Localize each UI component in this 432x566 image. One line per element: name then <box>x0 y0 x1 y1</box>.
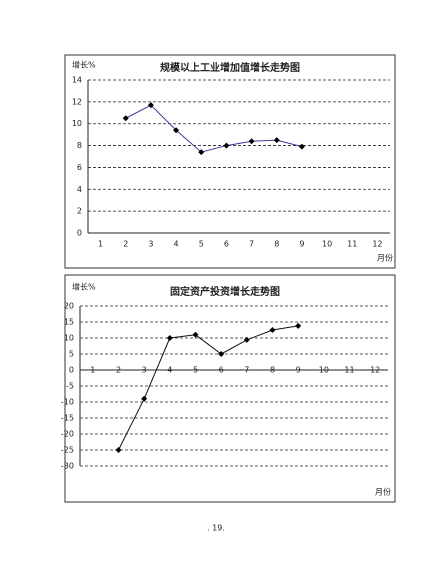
data-point <box>141 395 148 402</box>
data-point <box>166 335 173 341</box>
y-axis-label: 增长% <box>72 282 96 292</box>
y-tick-label: 5 <box>69 350 74 359</box>
y-tick-label: 2 <box>77 207 82 216</box>
x-tick-label: 8 <box>270 366 275 375</box>
data-point <box>198 149 205 156</box>
x-tick-label: 5 <box>193 366 198 375</box>
y-tick-label: 10 <box>64 334 74 343</box>
x-tick-label: 1 <box>98 240 103 249</box>
x-tick-label: 11 <box>347 240 357 249</box>
y-tick-label: -10 <box>61 398 74 407</box>
data-point <box>115 447 122 453</box>
chart-frame <box>64 274 396 503</box>
data-point <box>147 102 154 109</box>
x-tick-label: 5 <box>199 240 204 249</box>
y-tick-label: 8 <box>77 141 82 150</box>
y-tick-label: -15 <box>61 414 74 423</box>
chart-title: 固定资产投资增长走势图 <box>170 285 280 298</box>
y-tick-label: 0 <box>77 229 82 238</box>
data-point <box>218 351 225 357</box>
x-tick-label: 12 <box>370 366 380 375</box>
x-tick-label: 7 <box>249 240 254 249</box>
chart-frame <box>64 54 396 269</box>
y-tick-label: 12 <box>72 97 82 106</box>
data-point <box>243 336 250 343</box>
x-tick-label: 7 <box>244 366 249 375</box>
x-tick-label: 4 <box>174 240 179 249</box>
x-axis-label: 月份 <box>377 253 393 263</box>
y-axis-label: 增长% <box>72 60 96 70</box>
data-point <box>295 322 302 329</box>
y-tick-label: -30 <box>61 462 74 471</box>
data-point <box>192 331 199 338</box>
y-tick-label: 15 <box>64 318 74 327</box>
x-tick-label: 10 <box>322 240 332 249</box>
x-tick-label: 2 <box>116 366 121 375</box>
x-tick-label: 3 <box>148 240 153 249</box>
y-tick-label: 0 <box>69 366 74 375</box>
x-tick-label: 9 <box>296 366 301 375</box>
data-point <box>173 127 180 134</box>
x-tick-label: 10 <box>319 366 329 375</box>
y-tick-label: 10 <box>72 119 82 128</box>
x-tick-label: 2 <box>123 240 128 249</box>
data-point <box>273 137 280 144</box>
x-tick-label: 4 <box>167 366 172 375</box>
y-tick-label: 14 <box>72 76 82 85</box>
x-tick-label: 3 <box>142 366 147 375</box>
x-tick-label: 6 <box>224 240 229 249</box>
y-tick-label: 4 <box>77 185 82 194</box>
y-tick-label: 20 <box>64 302 74 311</box>
y-tick-label: 6 <box>77 163 82 172</box>
data-point <box>223 142 230 149</box>
x-tick-label: 11 <box>344 366 354 375</box>
data-line <box>118 325 299 451</box>
x-tick-label: 12 <box>372 240 382 249</box>
chart-title: 规模以上工业增加值增长走势图 <box>160 61 300 74</box>
y-tick-label: -25 <box>61 446 74 455</box>
data-line <box>125 104 303 153</box>
data-point <box>298 143 305 150</box>
y-tick-label: -5 <box>66 382 74 391</box>
page-number: . 19. <box>207 524 225 533</box>
x-tick-label: 9 <box>299 240 304 249</box>
x-tick-label: 8 <box>274 240 279 249</box>
x-tick-label: 1 <box>90 366 95 375</box>
data-point <box>122 115 129 122</box>
y-tick-label: -20 <box>61 430 74 439</box>
data-point <box>248 138 255 145</box>
x-tick-label: 6 <box>219 366 224 375</box>
x-axis-label: 月份 <box>375 487 391 497</box>
data-point <box>269 327 276 333</box>
